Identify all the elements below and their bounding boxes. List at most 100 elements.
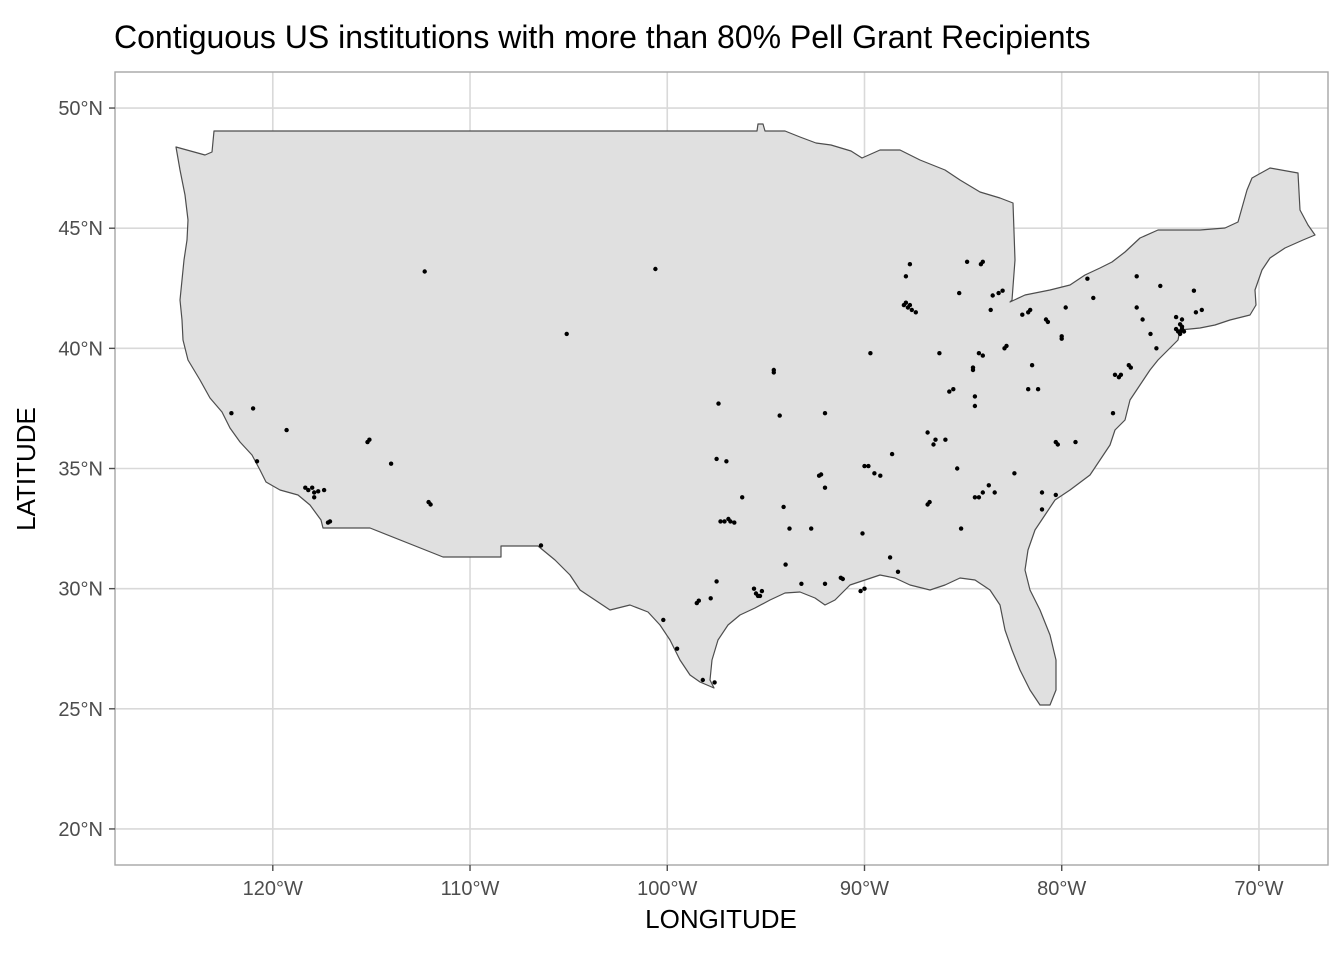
institution-point	[809, 526, 814, 531]
institution-point	[1000, 288, 1005, 293]
institution-points	[229, 259, 1205, 685]
institution-point	[903, 300, 909, 305]
institution-point	[1091, 295, 1096, 301]
institution-point	[771, 367, 776, 373]
institution-point	[980, 353, 985, 358]
x-tick-label: 100°W	[637, 878, 697, 900]
y-tick-label: 25°N	[58, 699, 103, 721]
institution-point	[860, 531, 865, 536]
institution-point	[958, 526, 964, 531]
institution-point	[1128, 365, 1134, 370]
institution-point	[1039, 490, 1045, 495]
institution-point	[712, 680, 717, 685]
institution-point	[1055, 442, 1061, 447]
institution-point	[1035, 387, 1041, 392]
institution-point	[365, 439, 370, 445]
y-axis: 20°N 25°N 30°N 35°N 40°N 45°N 50°N	[58, 98, 115, 841]
institution-point	[862, 586, 867, 591]
institution-point	[1177, 331, 1183, 337]
institution-point	[933, 437, 938, 442]
institution-point	[724, 459, 729, 464]
institution-point	[564, 331, 569, 337]
institution-point	[783, 562, 788, 567]
institution-point	[1004, 343, 1009, 349]
institution-point	[964, 259, 970, 264]
institution-point	[878, 473, 883, 478]
institution-point	[978, 262, 984, 267]
y-tick-label: 35°N	[58, 459, 103, 481]
institution-point	[992, 490, 997, 495]
institution-point	[1134, 274, 1139, 279]
institution-point	[1179, 317, 1185, 322]
institution-point	[976, 351, 982, 356]
institution-point	[951, 387, 956, 392]
us-map-outline	[175, 123, 1316, 706]
institution-point	[868, 351, 873, 356]
institution-point	[1085, 276, 1090, 281]
institution-point	[732, 520, 737, 525]
y-axis-title: LATITUDE	[11, 407, 41, 531]
institution-point	[1173, 314, 1179, 320]
institution-point	[1110, 411, 1116, 416]
y-tick-label: 20°N	[58, 819, 103, 841]
x-tick-label: 120°W	[243, 878, 303, 900]
institution-point	[1020, 312, 1025, 317]
institution-point	[1140, 317, 1145, 322]
institution-point	[937, 351, 942, 356]
institution-point	[1039, 507, 1045, 512]
institution-point	[1059, 334, 1064, 339]
institution-point	[887, 555, 893, 560]
institution-point	[1181, 329, 1187, 334]
institution-point	[312, 490, 317, 495]
institution-point	[254, 459, 260, 464]
institution-point	[955, 466, 960, 471]
institution-point	[310, 485, 315, 490]
institution-point	[818, 472, 824, 477]
chart-title: Contiguous US institutions with more tha…	[114, 19, 1090, 55]
institution-point	[996, 290, 1001, 296]
institution-point	[872, 471, 877, 476]
institution-point	[1177, 322, 1183, 327]
institution-point	[1134, 305, 1139, 310]
institution-point	[426, 499, 431, 505]
institution-point	[250, 406, 256, 411]
institution-point	[1112, 372, 1118, 377]
institution-point	[696, 598, 701, 603]
institution-point	[990, 293, 995, 298]
institution-point	[718, 519, 723, 524]
institution-point	[538, 543, 544, 548]
institution-point	[1053, 492, 1059, 498]
institution-point	[229, 411, 234, 416]
institution-point	[970, 365, 976, 370]
institution-point	[925, 430, 930, 435]
institution-point	[913, 310, 918, 315]
institution-point	[1028, 307, 1033, 313]
institution-point	[388, 461, 394, 466]
institution-point	[972, 394, 978, 399]
institution-point	[787, 526, 792, 531]
institution-point	[422, 269, 427, 274]
x-axis: 120°W 110°W 100°W 90°W 80°W 70°W	[243, 865, 1284, 900]
x-tick-label: 70°W	[1234, 878, 1283, 900]
institution-point	[980, 490, 985, 495]
institution-point	[714, 456, 719, 462]
institution-point	[1029, 363, 1035, 368]
institution-point	[822, 411, 828, 416]
institution-point	[862, 463, 867, 469]
institution-point	[653, 266, 658, 272]
institution-point	[895, 569, 901, 574]
institution-point	[751, 586, 757, 591]
institution-point	[312, 495, 317, 500]
institution-point	[740, 495, 745, 500]
y-tick-label: 45°N	[58, 218, 103, 240]
institution-point	[822, 581, 828, 586]
institution-point	[316, 489, 321, 494]
institution-point	[976, 495, 982, 500]
institution-point	[716, 401, 721, 406]
x-axis-title: LONGITUDE	[645, 904, 797, 934]
institution-point	[943, 437, 948, 442]
institution-point	[753, 591, 759, 596]
institution-point	[777, 413, 782, 418]
institution-point	[927, 499, 932, 505]
